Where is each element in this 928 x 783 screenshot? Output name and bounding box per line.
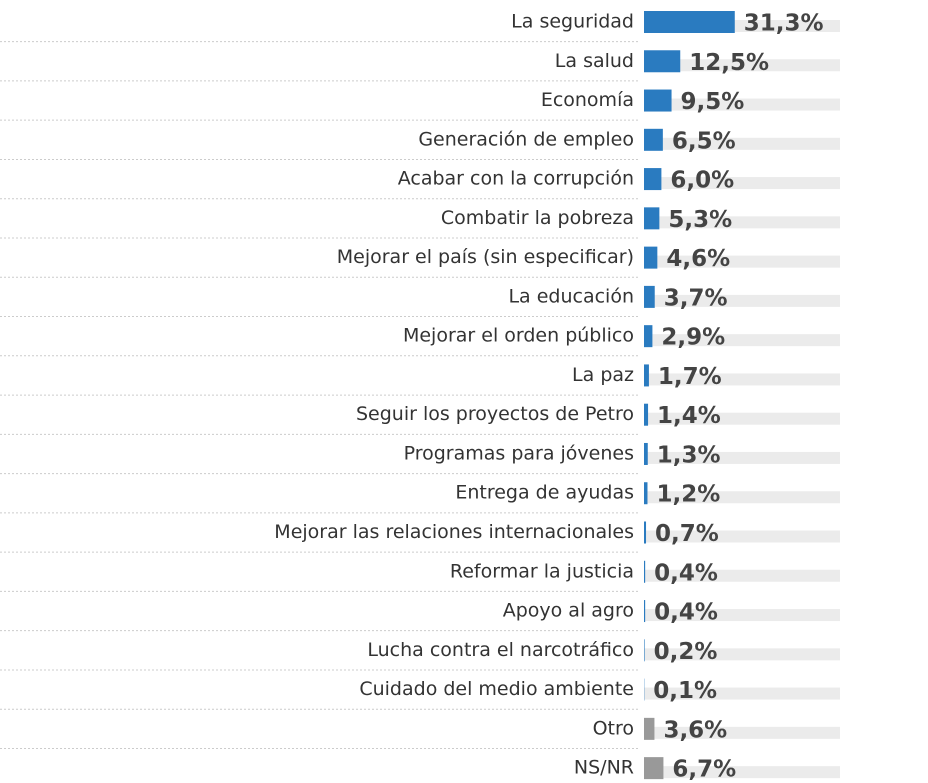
bar <box>644 442 648 465</box>
category-label: Otro <box>593 717 634 739</box>
category-label: NS/NR <box>574 757 634 779</box>
bar-track <box>644 98 840 111</box>
bar-track <box>644 137 840 150</box>
bar <box>644 639 645 662</box>
bar <box>644 600 646 623</box>
value-label: 3,7% <box>664 285 728 311</box>
value-label: 1,7% <box>658 364 722 390</box>
bar-track <box>644 491 840 504</box>
value-label: 31,3% <box>744 11 824 37</box>
category-label: Acabar con la corrupción <box>398 168 634 190</box>
category-label: Programas para jóvenes <box>404 442 634 464</box>
bar-track <box>644 451 840 464</box>
bar <box>644 246 658 269</box>
bar <box>644 207 660 230</box>
value-label: 12,5% <box>689 50 769 76</box>
bar <box>644 757 664 780</box>
bar-track <box>644 609 840 622</box>
value-label: 0,7% <box>655 521 719 547</box>
value-label: 9,5% <box>681 89 745 115</box>
value-label: 0,4% <box>654 600 718 626</box>
category-label: Economía <box>541 89 634 111</box>
bar <box>644 168 662 191</box>
bar <box>644 11 735 33</box>
bar <box>644 128 663 151</box>
category-label: La educación <box>508 285 634 307</box>
bar-track <box>644 373 840 386</box>
category-label: Seguir los proyectos de Petro <box>356 403 634 425</box>
bar <box>644 403 649 426</box>
category-label: La paz <box>572 364 634 386</box>
category-label: La seguridad <box>511 11 634 33</box>
category-label: Reformar la justicia <box>450 560 634 582</box>
value-label: 6,0% <box>670 168 734 194</box>
value-label: 1,2% <box>656 482 720 508</box>
category-label: Apoyo al agro <box>503 600 634 622</box>
bar-track <box>644 216 840 229</box>
bar-track <box>644 648 840 661</box>
bar-track <box>644 766 840 779</box>
category-label: Cuidado del medio ambiente <box>359 678 634 700</box>
value-label: 6,7% <box>672 757 736 783</box>
value-label: 0,4% <box>654 560 718 586</box>
bar-track <box>644 334 840 347</box>
bar-track <box>644 530 840 543</box>
category-label: Combatir la pobreza <box>441 207 634 229</box>
bar-track <box>644 687 840 700</box>
value-label: 2,9% <box>661 325 725 351</box>
bar-track <box>644 255 840 268</box>
value-label: 1,3% <box>657 442 721 468</box>
category-label: Mejorar el orden público <box>403 325 634 347</box>
value-label: 4,6% <box>666 246 730 272</box>
bar <box>644 50 681 73</box>
bar-track <box>644 177 840 190</box>
bar <box>644 560 646 583</box>
bar <box>644 717 655 740</box>
value-label: 0,2% <box>654 639 718 665</box>
category-label: Mejorar el país (sin especificar) <box>337 246 634 268</box>
value-label: 6,5% <box>672 128 736 154</box>
bar-track <box>644 726 840 739</box>
bar <box>644 325 653 348</box>
value-label: 0,1% <box>653 678 717 704</box>
category-label: Generación de empleo <box>418 128 634 150</box>
value-label: 1,4% <box>657 403 721 429</box>
bar <box>644 521 647 544</box>
bar <box>644 285 655 308</box>
category-label: Entrega de ayudas <box>455 482 634 504</box>
bar-track <box>644 59 840 72</box>
category-label: La salud <box>555 50 634 72</box>
bar <box>644 89 672 112</box>
bar-track <box>644 412 840 425</box>
category-label: Lucha contra el narcotráfico <box>367 639 634 661</box>
bar <box>644 482 648 505</box>
bar-track <box>644 294 840 307</box>
value-label: 5,3% <box>668 207 732 233</box>
value-label: 3,6% <box>663 717 727 743</box>
bar-track <box>644 569 840 582</box>
category-label: Mejorar las relaciones internacionales <box>274 521 634 543</box>
bar <box>644 364 649 387</box>
